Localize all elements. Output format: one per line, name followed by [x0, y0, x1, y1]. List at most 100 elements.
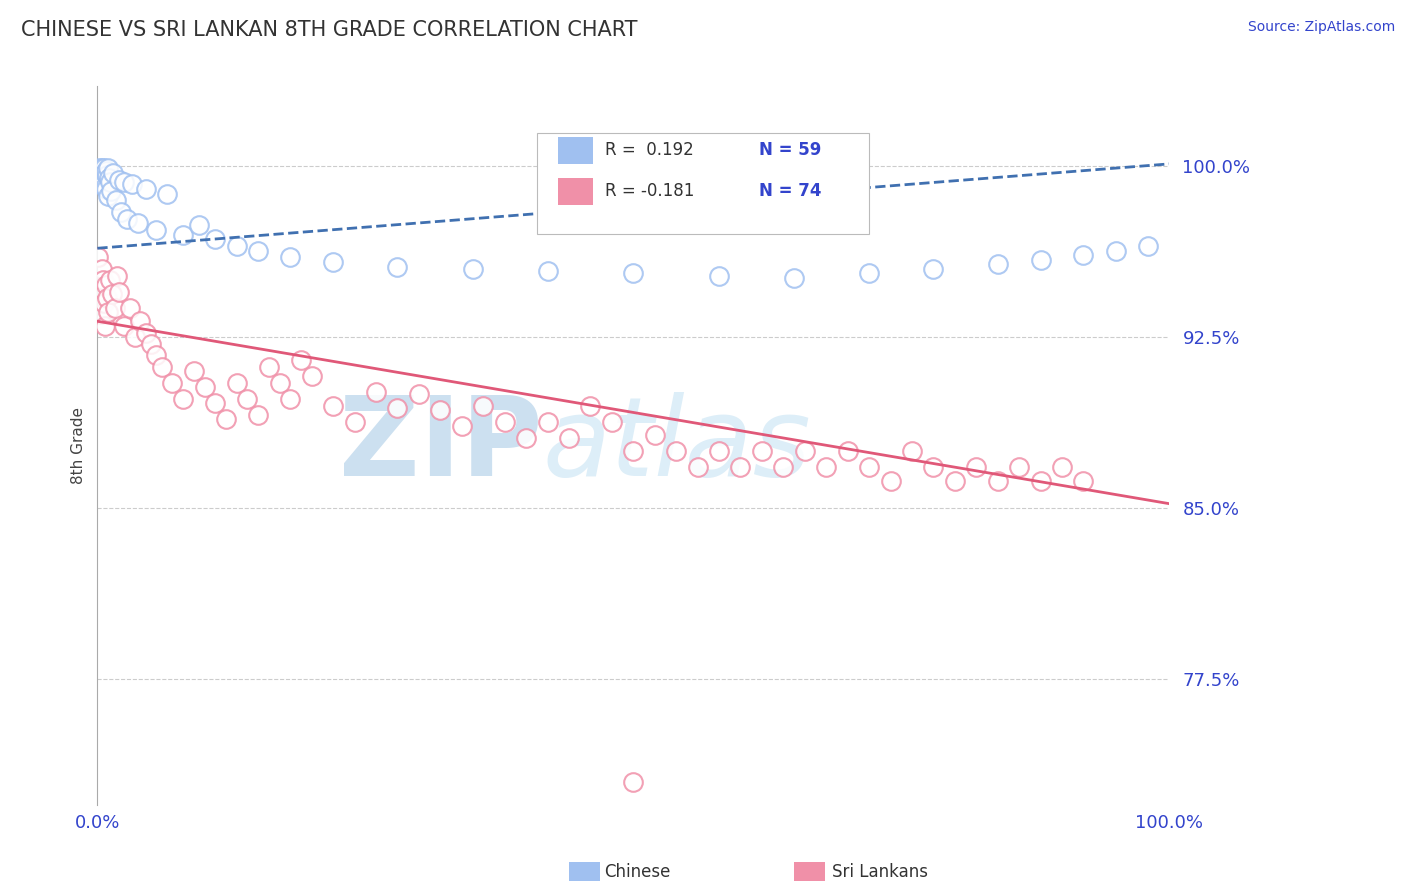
- Point: [117, 211, 139, 226]
- Point: [621, 266, 644, 280]
- Point: [139, 337, 162, 351]
- Point: [94, 179, 117, 194]
- Point: [129, 314, 152, 328]
- Point: [90, 161, 112, 176]
- Point: [94, 318, 117, 333]
- Point: [387, 401, 409, 415]
- Point: [97, 189, 120, 203]
- Point: [322, 399, 344, 413]
- Point: [922, 261, 945, 276]
- Point: [793, 444, 815, 458]
- Point: [987, 257, 1010, 271]
- Point: [600, 415, 623, 429]
- Point: [236, 392, 259, 406]
- Point: [94, 182, 117, 196]
- Point: [269, 376, 291, 390]
- Point: [124, 330, 146, 344]
- Point: [204, 396, 226, 410]
- Point: [215, 412, 238, 426]
- Point: [98, 170, 121, 185]
- Point: [1029, 252, 1052, 267]
- Point: [858, 266, 880, 280]
- Point: [290, 353, 312, 368]
- Point: [135, 326, 157, 340]
- Point: [188, 219, 211, 233]
- Point: [558, 431, 581, 445]
- Point: [93, 296, 115, 310]
- Text: R =  0.192: R = 0.192: [606, 141, 695, 160]
- Point: [103, 301, 125, 315]
- Point: [665, 444, 688, 458]
- Point: [1104, 244, 1126, 258]
- Point: [278, 392, 301, 406]
- Point: [121, 178, 143, 192]
- Point: [922, 460, 945, 475]
- Y-axis label: 8th Grade: 8th Grade: [72, 407, 86, 484]
- Point: [112, 318, 135, 333]
- Point: [730, 460, 752, 475]
- Point: [408, 387, 430, 401]
- Point: [89, 166, 111, 180]
- Point: [364, 384, 387, 399]
- Point: [1008, 460, 1031, 475]
- FancyBboxPatch shape: [537, 133, 869, 234]
- Point: [93, 161, 115, 176]
- Point: [579, 399, 602, 413]
- Point: [150, 359, 173, 374]
- Point: [536, 264, 558, 278]
- Point: [1029, 474, 1052, 488]
- Text: Sri Lankans: Sri Lankans: [832, 863, 928, 881]
- Point: [91, 163, 114, 178]
- Point: [100, 184, 122, 198]
- Bar: [558, 178, 592, 205]
- Point: [225, 239, 247, 253]
- Point: [387, 260, 409, 274]
- Bar: [558, 136, 592, 164]
- Point: [1073, 474, 1095, 488]
- Point: [98, 175, 121, 189]
- Point: [772, 460, 794, 475]
- Point: [90, 307, 112, 321]
- Point: [515, 431, 537, 445]
- Point: [322, 255, 344, 269]
- Point: [97, 161, 120, 176]
- Point: [461, 261, 484, 276]
- Point: [815, 460, 838, 475]
- Point: [494, 415, 516, 429]
- Point: [89, 175, 111, 189]
- Text: Chinese: Chinese: [605, 863, 671, 881]
- Point: [1073, 248, 1095, 262]
- Point: [965, 460, 987, 475]
- Point: [91, 169, 114, 183]
- Text: atlas: atlas: [543, 392, 811, 499]
- Point: [145, 348, 167, 362]
- Point: [105, 268, 128, 283]
- Point: [450, 419, 472, 434]
- Point: [87, 173, 110, 187]
- Point: [96, 292, 118, 306]
- Point: [162, 376, 184, 390]
- Point: [278, 251, 301, 265]
- Point: [1136, 239, 1159, 253]
- Point: [90, 173, 112, 187]
- Point: [87, 169, 110, 183]
- Point: [96, 169, 118, 183]
- Point: [621, 775, 644, 789]
- Point: [172, 227, 194, 242]
- Point: [101, 286, 124, 301]
- Point: [91, 178, 114, 192]
- Point: [107, 285, 129, 299]
- Point: [707, 268, 730, 283]
- Point: [621, 444, 644, 458]
- Text: R = -0.181: R = -0.181: [606, 182, 695, 200]
- Point: [135, 182, 157, 196]
- Point: [247, 408, 270, 422]
- Point: [172, 392, 194, 406]
- Point: [751, 444, 773, 458]
- Point: [1050, 460, 1073, 475]
- Point: [429, 403, 451, 417]
- Point: [89, 161, 111, 176]
- Point: [204, 232, 226, 246]
- Point: [90, 169, 112, 183]
- Point: [156, 186, 179, 201]
